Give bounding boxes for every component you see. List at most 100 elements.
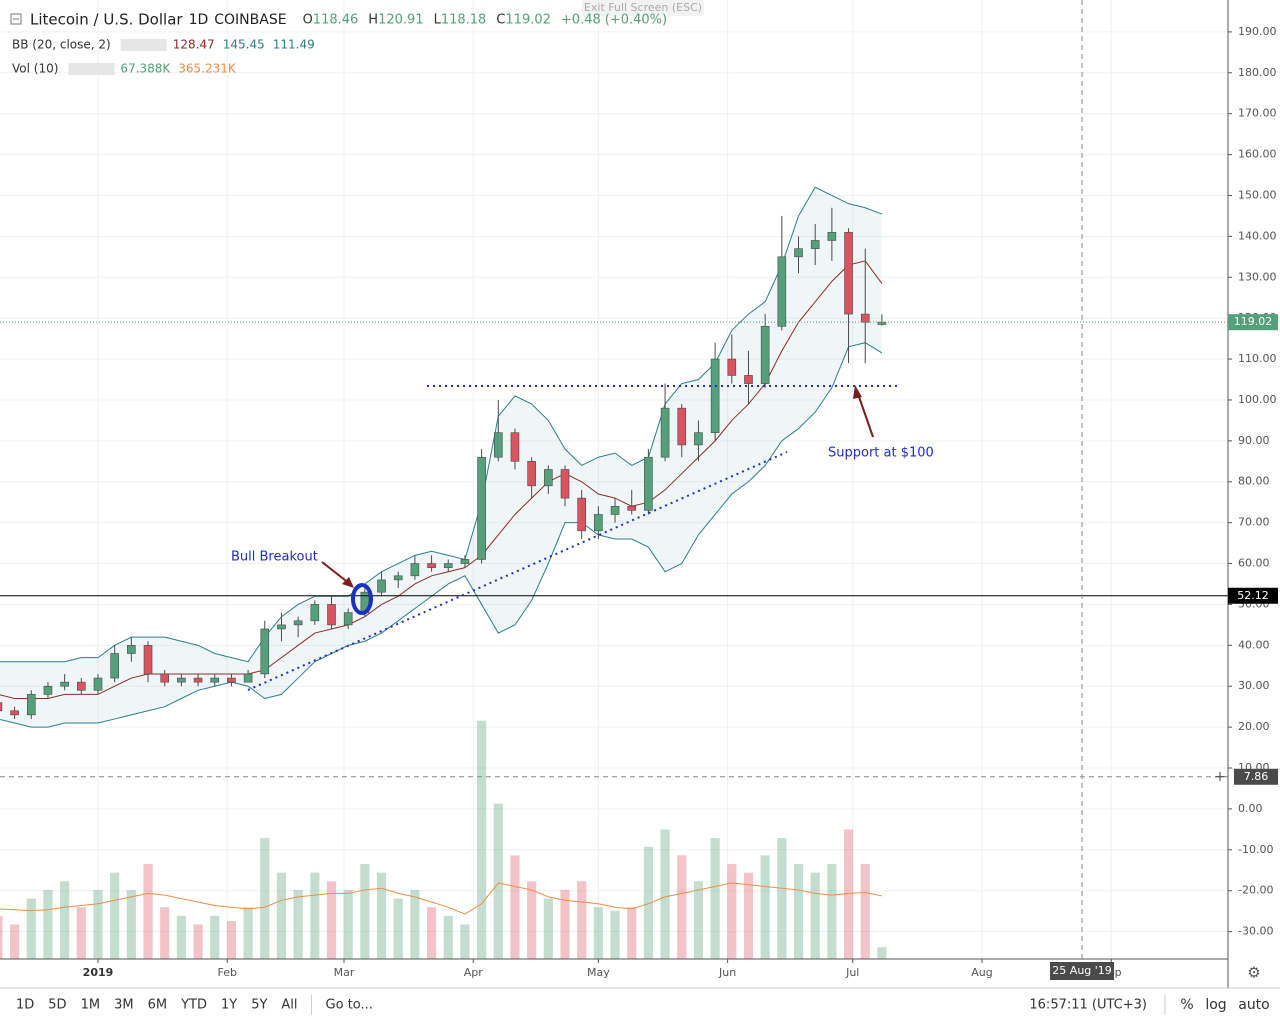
indicator-name: BB (20, close, 2) — [12, 38, 111, 52]
fullscreen-hint[interactable]: Exit Full Screen (ESC) — [584, 1, 702, 14]
y-tick-label: 0.00 — [1238, 802, 1263, 815]
volume-bar — [26, 898, 36, 959]
volume-bar — [226, 921, 237, 959]
candle-body — [93, 677, 103, 691]
candle-body — [660, 407, 670, 458]
candle-body — [644, 456, 653, 511]
volume-bar — [460, 924, 470, 959]
candle-body — [310, 604, 320, 622]
plot — [0, 0, 1228, 959]
volume-bar — [660, 829, 670, 959]
collapse-icon[interactable] — [10, 13, 22, 25]
volume-readout: 67.388K — [120, 62, 171, 76]
fullscreen-hint-box[interactable] — [582, 0, 704, 16]
candle-body — [260, 628, 270, 675]
x-tick-label: Feb — [218, 966, 237, 979]
volume-ma-readout: 365.231K — [178, 62, 237, 76]
volume-bar — [60, 881, 70, 959]
interval: 1D — [189, 12, 209, 28]
y-tick-label: 20.00 — [1238, 720, 1270, 733]
candle-body — [877, 321, 887, 325]
range-button[interactable]: 1D — [16, 998, 34, 1013]
toolbar: 1D 5D 1M 3M 6M YTD 1Y 5Y All Go to... 16:57:11 (UT… — [16, 995, 1270, 1015]
volume-bar — [176, 915, 186, 959]
candle-body — [10, 710, 19, 716]
volume-bar — [293, 889, 303, 959]
y-tick-label: 90.00 — [1238, 434, 1270, 447]
last-price-box — [1228, 314, 1278, 331]
goto-button[interactable]: Go to... — [326, 998, 373, 1013]
y-tick-label: 70.00 — [1238, 516, 1270, 529]
range-button[interactable]: 1Y — [221, 998, 237, 1013]
candle-body — [110, 653, 119, 679]
volume-bar — [877, 947, 887, 959]
candle-body — [527, 461, 536, 487]
volume-bar — [10, 924, 20, 959]
range-button[interactable]: 3M — [114, 998, 134, 1013]
arrow — [857, 393, 874, 438]
x-tick-label: Jul — [845, 966, 859, 979]
annotation: Support at $100 — [828, 446, 934, 461]
candle-body — [844, 231, 853, 315]
scale-option[interactable]: % — [1180, 997, 1193, 1013]
volume-bar — [677, 855, 687, 959]
exchange: COINBASE — [214, 12, 286, 28]
volume-bar — [843, 829, 854, 959]
candle-body — [0, 702, 3, 712]
scale-option[interactable]: log — [1205, 997, 1226, 1013]
range-button[interactable]: 6M — [148, 998, 168, 1013]
volume-bar — [543, 898, 553, 959]
y-tick-label: -30.00 — [1238, 925, 1273, 938]
change-pct: (+0.40%) — [605, 13, 667, 28]
ohlc-value: 118.18 — [441, 13, 487, 28]
crosshair-y-box — [1234, 768, 1278, 785]
range-button[interactable]: 1M — [81, 998, 101, 1013]
candle-body — [127, 645, 136, 654]
candle-body — [143, 645, 153, 675]
x-tick-label: Jun — [718, 966, 736, 979]
volume-bar — [527, 881, 537, 959]
y-tick-label: 100.00 — [1238, 393, 1277, 406]
volume-bar — [443, 915, 453, 959]
volume-bar — [727, 864, 737, 959]
volume-bar — [160, 907, 170, 959]
volume-bar — [376, 872, 387, 959]
volume-bar — [143, 864, 153, 959]
scale-option[interactable]: auto — [1238, 997, 1270, 1013]
y-tick-label: 190.00 — [1238, 25, 1277, 38]
range-button[interactable]: YTD — [180, 998, 207, 1013]
range-button[interactable]: All — [281, 998, 297, 1013]
legend: Litecoin / U.S. Dollar 1D COINBASE O 118.46… — [12, 11, 667, 76]
volume-bar — [93, 889, 103, 959]
candle-body — [710, 358, 720, 433]
ohlc-value: 119.02 — [505, 13, 551, 28]
volume-bar — [743, 872, 754, 959]
volume-ma — [0, 882, 883, 915]
volume-bar — [810, 872, 820, 959]
candle-body — [227, 677, 236, 683]
candle-body — [544, 469, 553, 487]
range-button[interactable]: 5D — [48, 998, 66, 1013]
indicator-name: Vol (10) — [12, 62, 58, 76]
y-tick-label: 110.00 — [1238, 352, 1277, 365]
volume-bar — [326, 881, 337, 959]
ohlc-letter: O — [303, 13, 313, 28]
legend-icon[interactable] — [68, 63, 115, 75]
hline-box — [1228, 587, 1278, 604]
y-tick-label: -20.00 — [1238, 884, 1273, 897]
bb-lower — [0, 342, 883, 728]
candle-body — [594, 514, 603, 532]
settings-icon[interactable]: ⚙ — [1247, 964, 1260, 982]
range-button[interactable]: 5Y — [251, 998, 267, 1013]
candle-body — [827, 231, 837, 241]
x-tick-label: Apr — [464, 966, 484, 979]
y-tick-label: 180.00 — [1238, 66, 1277, 79]
volume-bar — [393, 898, 403, 959]
legend-icon[interactable] — [120, 39, 167, 51]
arrow — [321, 561, 351, 585]
volume-bar — [43, 889, 53, 959]
bb-lower-readout: 111.49 — [273, 38, 315, 52]
candle-body — [694, 432, 703, 446]
y-tick-label: 60.00 — [1238, 557, 1270, 570]
volume-bar — [793, 864, 804, 959]
